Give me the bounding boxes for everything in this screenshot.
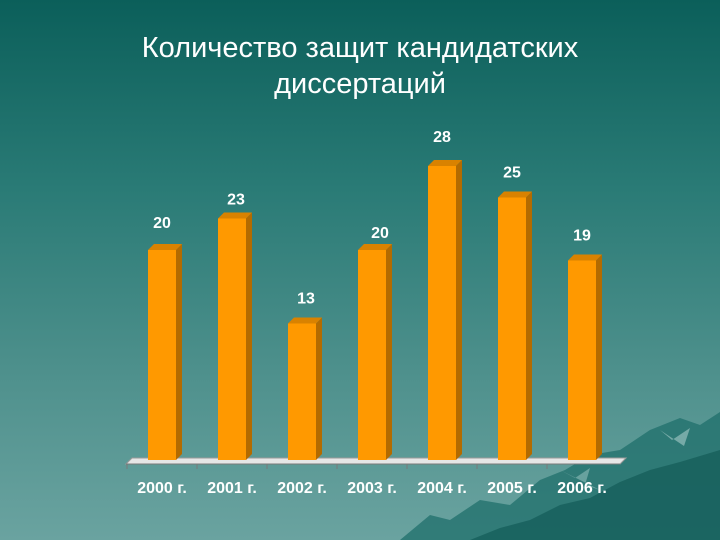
bar bbox=[148, 250, 176, 460]
bar-side bbox=[456, 160, 462, 460]
x-tick-label: 2006 г. bbox=[557, 480, 607, 497]
bar bbox=[428, 166, 456, 460]
bar-top bbox=[218, 212, 252, 219]
chart-title: Количество защит кандидатских диссертаци… bbox=[0, 30, 720, 102]
data-label: 28 bbox=[433, 129, 451, 146]
data-label: 20 bbox=[153, 215, 171, 232]
bar-top bbox=[148, 244, 182, 250]
bar-side bbox=[246, 212, 252, 460]
data-label: 23 bbox=[227, 192, 245, 209]
chart-title-line1: Количество защит кандидатских bbox=[141, 32, 579, 64]
bar bbox=[498, 197, 526, 460]
bar-side bbox=[596, 254, 602, 460]
bar bbox=[568, 260, 596, 460]
bar bbox=[358, 250, 386, 460]
bar-top bbox=[288, 317, 322, 324]
bar bbox=[288, 323, 316, 460]
bar-top bbox=[498, 191, 532, 198]
x-tick-label: 2002 г. bbox=[277, 480, 327, 497]
x-tick-label: 2004 г. bbox=[417, 480, 467, 497]
x-tick-label: 2003 г. bbox=[347, 480, 397, 497]
bar-side bbox=[386, 244, 392, 460]
bar-side bbox=[176, 244, 182, 460]
data-label: 25 bbox=[503, 165, 521, 182]
bar-top bbox=[358, 244, 392, 250]
x-tick-label: 2005 г. bbox=[487, 480, 537, 497]
data-label: 20 bbox=[371, 225, 389, 242]
data-label: 19 bbox=[573, 228, 591, 245]
bar-side bbox=[526, 191, 532, 460]
bar-side bbox=[316, 317, 322, 460]
bar bbox=[218, 218, 246, 460]
bar-top bbox=[568, 254, 602, 261]
data-label: 13 bbox=[297, 291, 315, 308]
x-tick-label: 2000 г. bbox=[137, 480, 187, 497]
bar-top bbox=[428, 160, 462, 166]
chart-title-line2: диссертаций bbox=[274, 68, 446, 100]
x-tick-label: 2001 г. bbox=[207, 480, 257, 497]
